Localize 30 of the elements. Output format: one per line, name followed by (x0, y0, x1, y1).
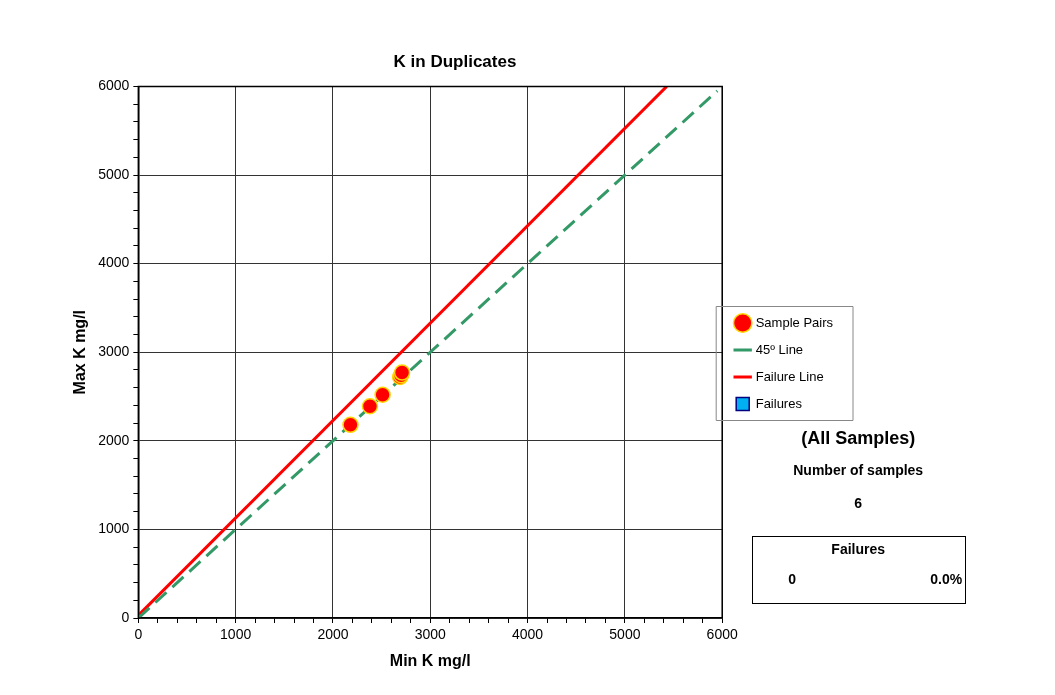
legend-label: 45º Line (755, 341, 804, 357)
x-tick-label: 0 (134, 626, 143, 643)
y-tick-label: 1000 (98, 520, 130, 537)
x-tick-label: 1000 (220, 626, 252, 643)
point (374, 386, 391, 403)
x-tick-label: 5000 (609, 626, 641, 643)
y-axis-title: Max K mg/l (71, 309, 89, 395)
chart-title: K in Duplicates (393, 51, 517, 71)
y-tick-label: 0 (121, 608, 130, 625)
legend-label: Sample Pairs (755, 314, 834, 330)
x-tick-label: 2000 (317, 626, 349, 643)
text: (All Samples) (800, 428, 917, 449)
y-tick-label: 2000 (98, 431, 130, 448)
legend-label: Failures (755, 395, 803, 411)
text: 0 (787, 571, 798, 587)
text: Number of samples (792, 462, 925, 478)
x-axis-title: Min K mg/l (389, 651, 471, 669)
point (342, 416, 359, 434)
y-tick-label: 4000 (98, 254, 130, 271)
y-tick-label: 6000 (98, 77, 130, 94)
x-tick-label: 3000 (414, 626, 447, 643)
text: 0.0% (929, 571, 963, 587)
y-tick-label: 3000 (98, 343, 130, 360)
point (361, 398, 379, 415)
x-tick-label: 6000 (706, 626, 738, 643)
text: Failures (830, 541, 887, 557)
y-tick-label: 5000 (98, 165, 130, 182)
text: 6 (853, 495, 864, 511)
legend-label: Failure Line (755, 368, 824, 384)
x-tick-label: 4000 (512, 626, 544, 643)
